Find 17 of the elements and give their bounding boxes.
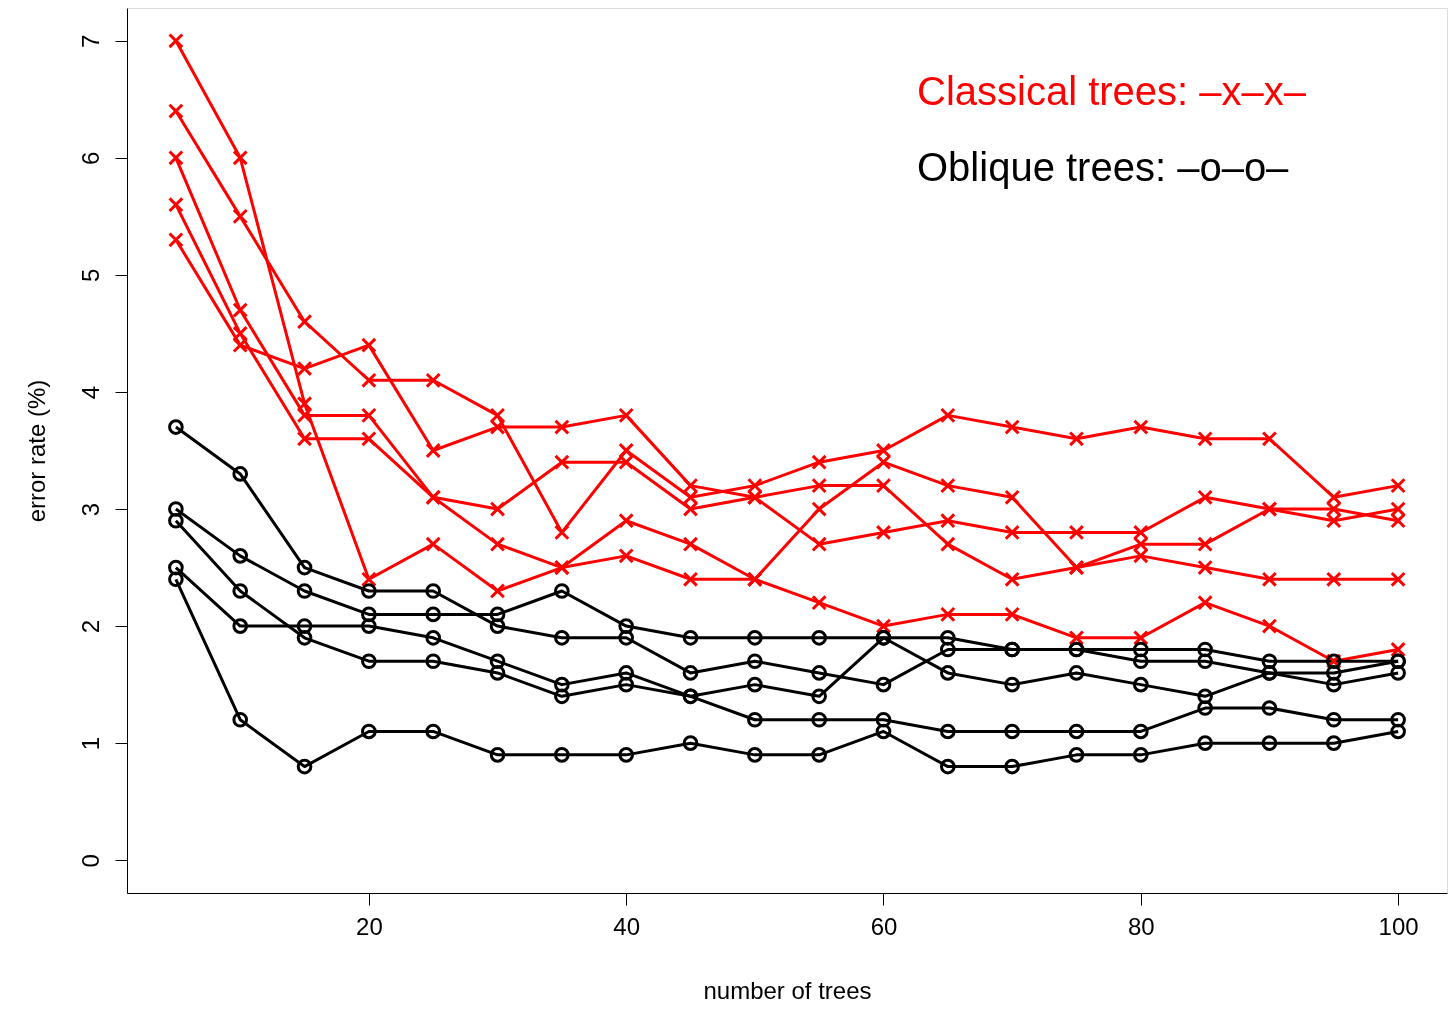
x-axis-title: number of trees — [703, 976, 872, 1004]
x-tick-label: 40 — [613, 912, 641, 940]
x-tick-label: 60 — [870, 912, 898, 940]
annotation: Oblique trees: –o–o– — [917, 145, 1290, 189]
y-tick-label: 0 — [76, 854, 104, 868]
y-tick-label: 7 — [76, 34, 104, 48]
y-tick-label: 2 — [76, 619, 104, 634]
y-tick-label: 3 — [76, 502, 104, 517]
annotation: Classical trees: –x–x– — [917, 69, 1307, 113]
y-tick-label: 5 — [76, 268, 104, 283]
x-tick-label: 100 — [1378, 912, 1419, 940]
x-tick-label: 20 — [356, 912, 383, 940]
y-tick-label: 4 — [76, 385, 104, 400]
y-tick-label: 6 — [76, 151, 104, 166]
y-tick-label: 1 — [76, 736, 104, 751]
x-tick-label: 80 — [1127, 912, 1155, 940]
y-axis-title: error rate (%) — [22, 379, 50, 523]
